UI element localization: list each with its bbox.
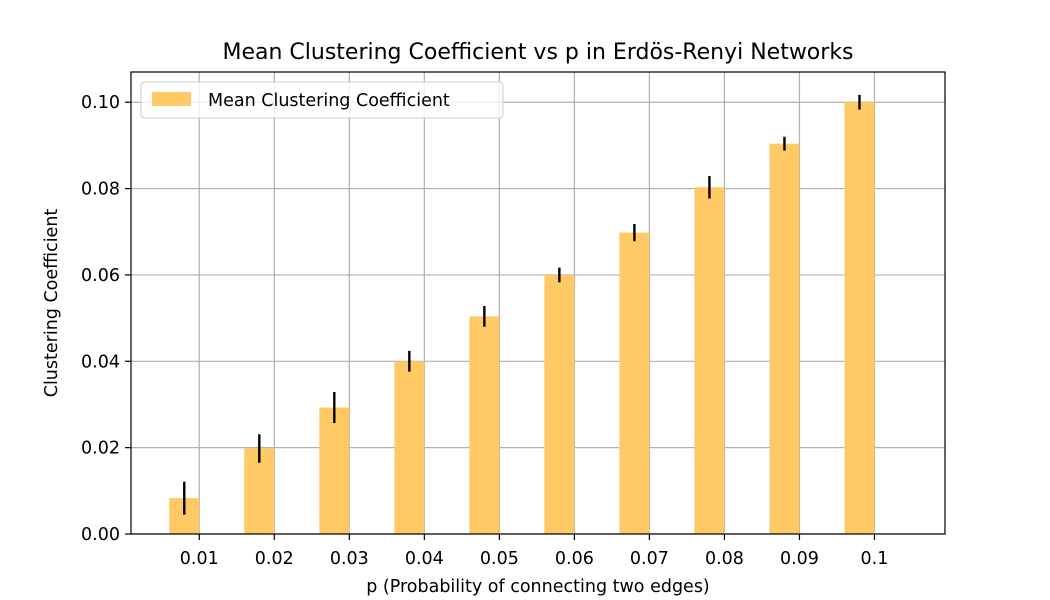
error-bars [183, 94, 861, 515]
bar [319, 407, 350, 534]
bar [844, 102, 875, 534]
x-tick-label: 0.01 [180, 549, 219, 569]
x-tick-label: 0.07 [630, 549, 669, 569]
x-tick-label: 0.05 [480, 549, 519, 569]
x-tick-label: 0.06 [555, 549, 594, 569]
x-tick-label: 0.03 [330, 549, 369, 569]
y-tick-label: 0.06 [81, 266, 120, 286]
x-tick-label: 0.09 [780, 549, 819, 569]
y-tick-label: 0.10 [81, 93, 120, 113]
chart-title: Mean Clustering Coefficient vs p in Erdö… [222, 40, 853, 65]
legend-swatch [152, 92, 191, 106]
y-axis-label: Clustering Coefficient [42, 209, 62, 398]
bars [169, 102, 875, 535]
x-tick-label: 0.04 [405, 549, 444, 569]
bar [544, 274, 575, 534]
legend-label: Mean Clustering Coefficient [208, 91, 450, 111]
x-axis-label: p (Probability of connecting two edges) [366, 577, 710, 597]
bar [769, 143, 800, 535]
y-tick-label: 0.04 [81, 352, 120, 372]
bar [394, 361, 425, 534]
y-axis: 0.00 0.02 0.04 0.06 0.08 0.10 [81, 93, 131, 545]
x-tick-label: 0.08 [705, 549, 744, 569]
bar [694, 187, 725, 534]
y-tick-label: 0.02 [81, 439, 120, 459]
legend-box [140, 81, 504, 119]
y-tick-label: 0.00 [81, 525, 120, 545]
bar [469, 316, 500, 534]
x-tick-label: 0.1 [861, 549, 889, 569]
legend: Mean Clustering Coefficient [140, 81, 504, 119]
x-axis: 0.01 0.02 0.03 0.04 0.05 0.06 0.07 0.08 0.09 0.1 [180, 534, 889, 569]
x-tick-label: 0.02 [255, 549, 294, 569]
y-tick-label: 0.08 [81, 180, 120, 200]
bar [619, 232, 650, 535]
plot-frame [130, 71, 946, 535]
